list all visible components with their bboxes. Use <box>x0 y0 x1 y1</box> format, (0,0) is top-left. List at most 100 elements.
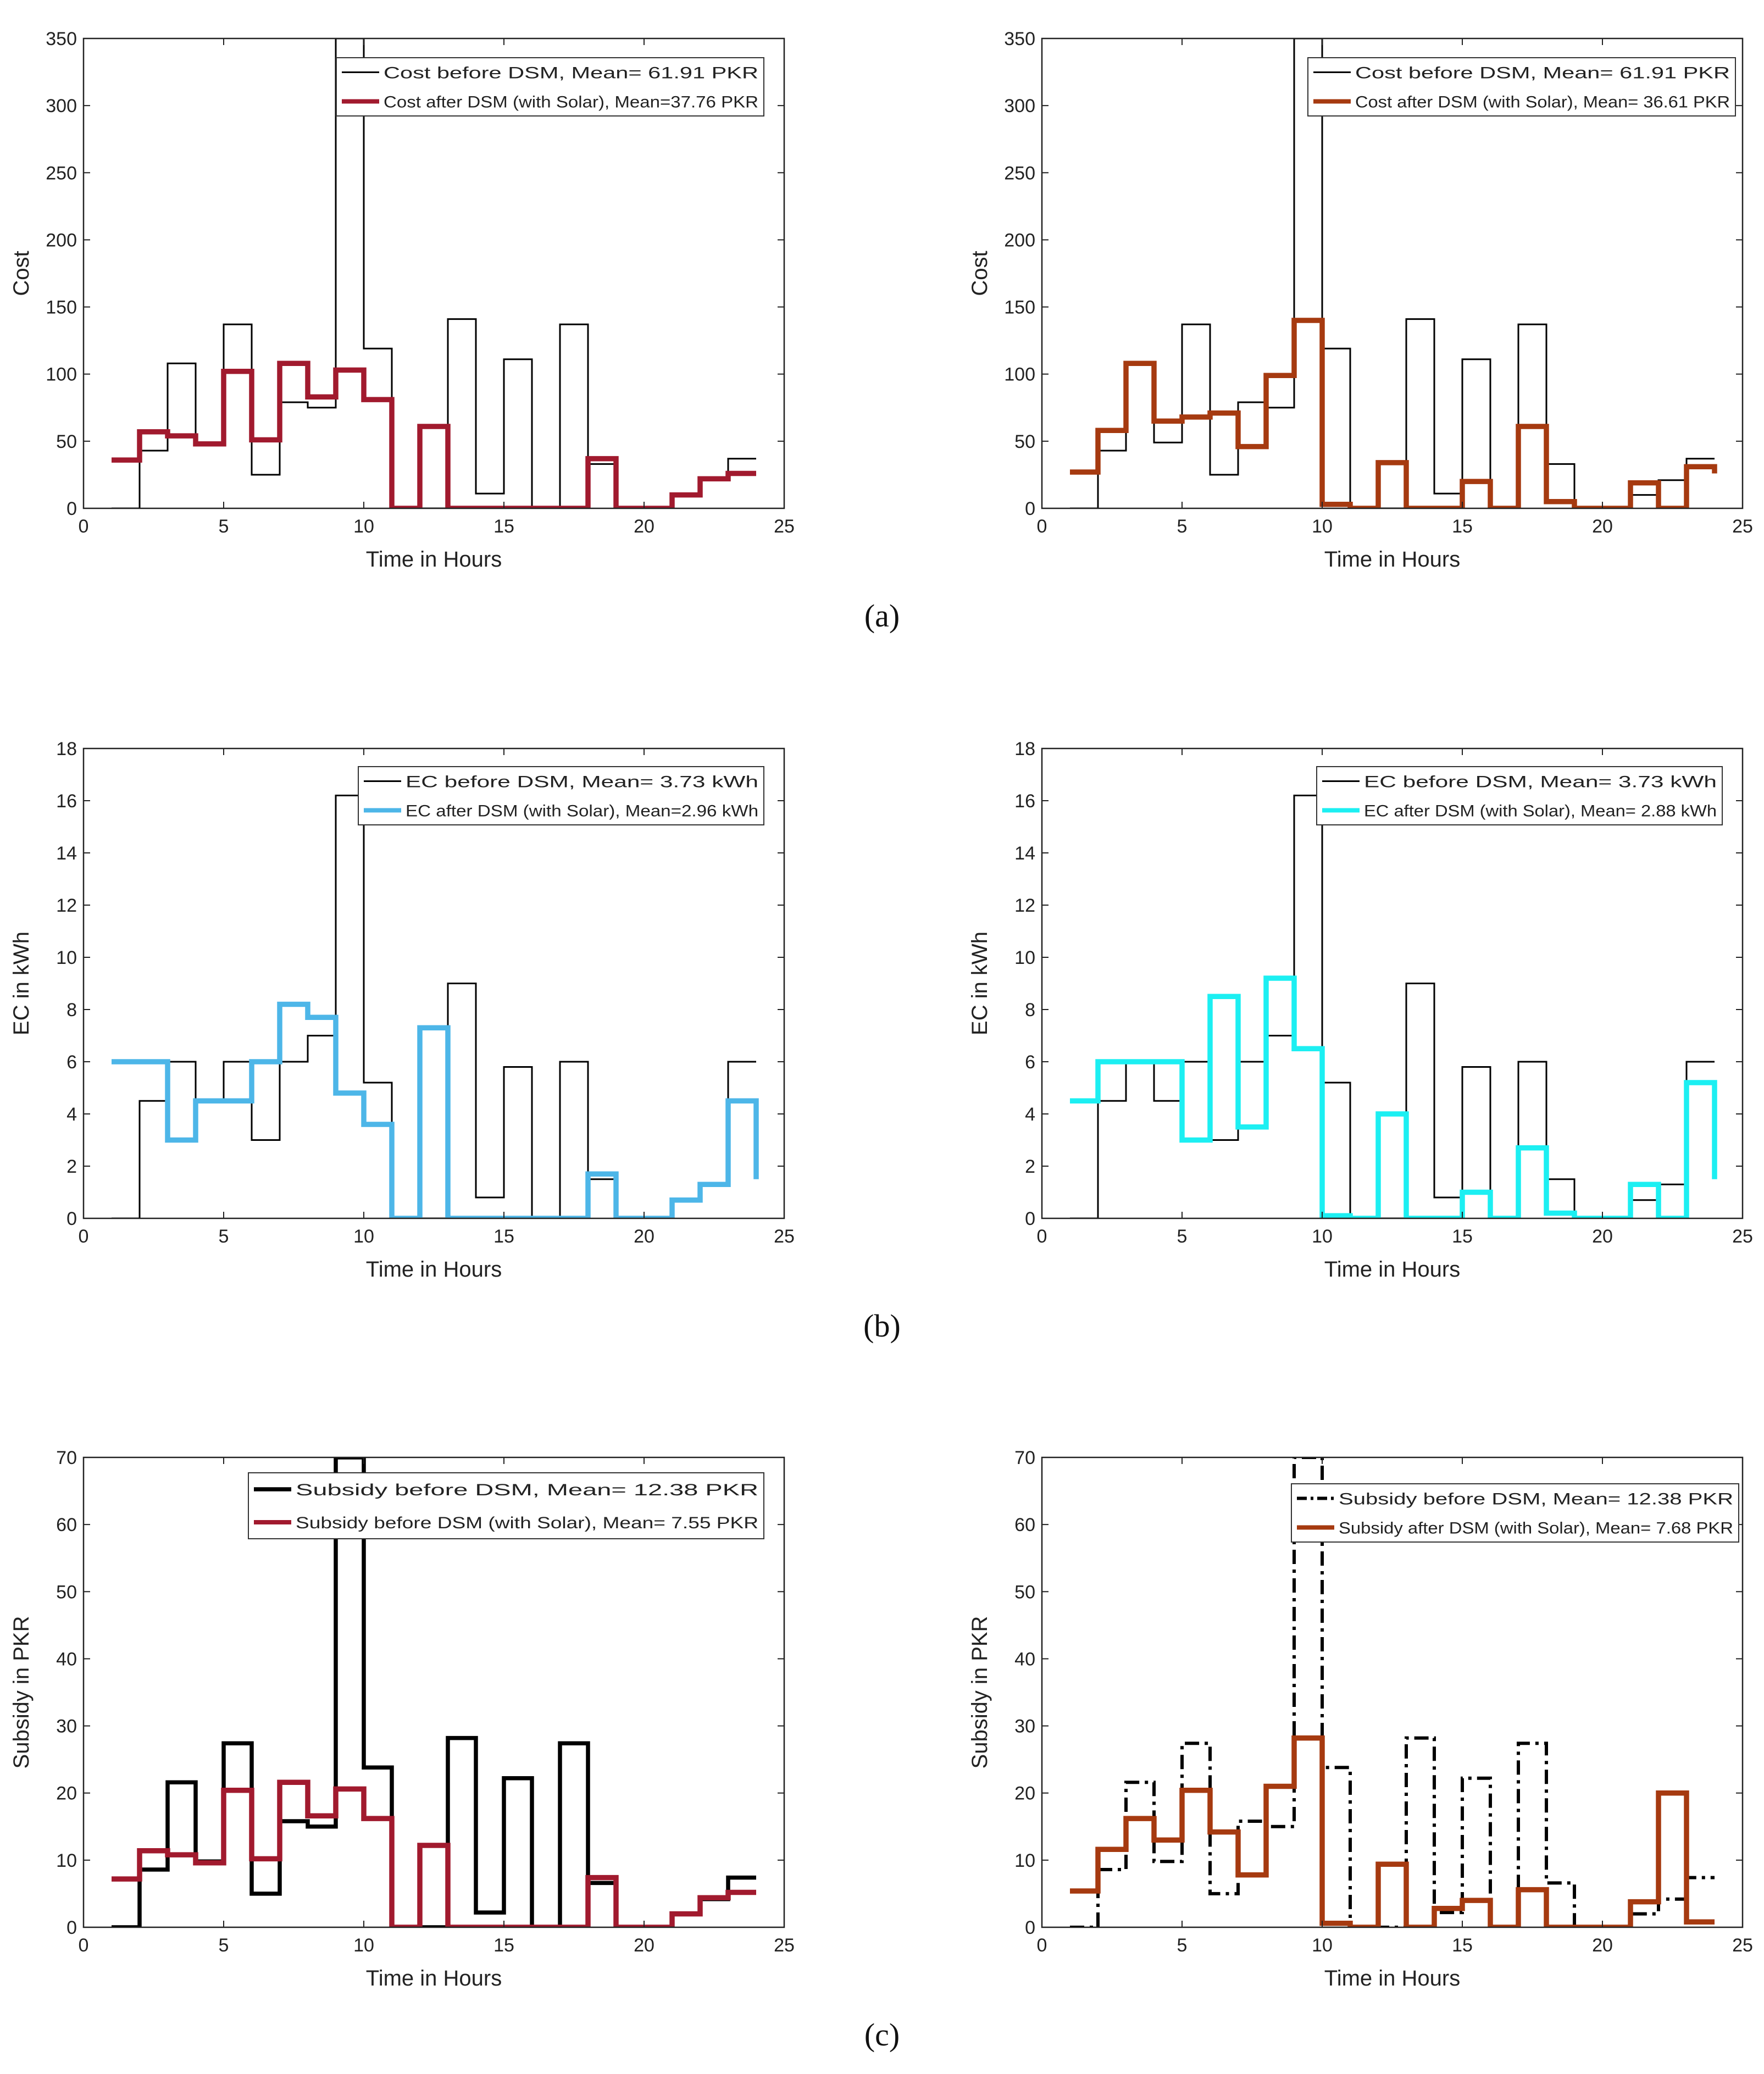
y-tick-label: 8 <box>1025 1000 1035 1021</box>
y-tick-label: 20 <box>1014 1783 1035 1804</box>
legend: Cost before DSM, Mean= 61.91 PKR Cost aft… <box>336 57 764 117</box>
legend: Subsidy before DSM, Mean= 12.38 PKR Subsi… <box>1291 1483 1739 1543</box>
x-tick-label: 5 <box>1177 516 1188 537</box>
axes-box <box>82 37 785 509</box>
legend-entry: Cost before DSM, Mean= 61.91 PKR <box>384 64 758 82</box>
x-tick-label: 0 <box>1037 1226 1047 1247</box>
y-tick-label: 50 <box>56 431 77 452</box>
y-tick-label: 14 <box>1014 843 1035 864</box>
legend-box <box>248 1472 764 1539</box>
y-tick-label: 12 <box>1014 895 1035 916</box>
y-tick-label: 100 <box>46 364 77 385</box>
y-tick-label: 150 <box>1004 297 1035 318</box>
legend: Cost before DSM, Mean= 61.91 PKR Cost aft… <box>1307 57 1736 117</box>
x-axis-label: Time in Hours <box>366 1257 502 1282</box>
y-tick-label: 70 <box>56 1448 77 1468</box>
legend-entry: Subsidy before DSM, Mean= 12.38 PKR <box>296 1481 758 1499</box>
y-tick-label: 20 <box>56 1783 77 1804</box>
y-tick-label: 350 <box>1004 29 1035 49</box>
y-tick-label: 4 <box>66 1104 77 1125</box>
x-tick-label: 20 <box>634 516 654 537</box>
x-tick-label: 5 <box>1177 1226 1188 1247</box>
y-tick-label: 60 <box>56 1515 77 1535</box>
y-tick-label: 10 <box>56 947 77 968</box>
legend-box <box>336 57 764 117</box>
legend: Subsidy before DSM, Mean= 12.38 PKR Subsi… <box>248 1472 764 1539</box>
y-tick-label: 40 <box>56 1649 77 1670</box>
x-tick-label: 5 <box>219 1935 229 1956</box>
x-tick-label: 10 <box>1312 1226 1333 1247</box>
chart-panel-3: 0 5 10 15 20 25 0 2 4 6 8 10 12 14 16 18 Time in Hours EC… <box>9 739 795 1282</box>
legend-entry: Cost before DSM, Mean= 61.91 PKR <box>1355 64 1730 82</box>
y-tick-label: 0 <box>1025 1917 1035 1938</box>
x-tick-label: 20 <box>1592 516 1613 537</box>
plot-area <box>1042 748 1743 1218</box>
y-tick-label: 16 <box>1014 791 1035 812</box>
legend-entry: Subsidy before DSM, Mean= 12.38 PKR <box>1339 1490 1733 1509</box>
series-line-after <box>1070 975 1717 1218</box>
y-tick-label: 16 <box>56 791 77 812</box>
y-tick-label: 350 <box>46 29 77 49</box>
x-tick-label: 15 <box>1452 516 1473 537</box>
y-tick-label: 30 <box>1014 1716 1035 1737</box>
y-axis-label: Cost <box>9 251 34 296</box>
x-axis-label: Time in Hours <box>366 547 502 572</box>
x-tick-label: 20 <box>1592 1935 1613 1956</box>
y-tick-label: 6 <box>1025 1052 1035 1073</box>
legend-entry: Subsidy before DSM (with Solar), Mean= 7… <box>296 1514 758 1532</box>
legend-entry: EC after DSM (with Solar), Mean= 2.88 kW… <box>1364 802 1717 820</box>
plot-area <box>84 38 784 508</box>
legend-entry: EC before DSM, Mean= 3.73 kWh <box>406 773 758 791</box>
x-axis-label: Time in Hours <box>1324 547 1460 572</box>
y-tick-label: 14 <box>56 843 77 864</box>
x-tick-label: 25 <box>1732 1226 1753 1247</box>
y-tick-label: 8 <box>66 1000 77 1021</box>
legend-entry: Cost after DSM (with Solar), Mean=37.76 … <box>384 93 758 112</box>
x-tick-label: 0 <box>79 516 89 537</box>
y-tick-label: 10 <box>56 1850 77 1871</box>
plot-area <box>84 748 784 1218</box>
chart-panel-5: 0 5 10 15 20 25 0 10 20 30 40 50 60 70 Time in Hours Su… <box>9 1448 795 1990</box>
x-tick-label: 25 <box>774 1935 795 1956</box>
y-tick-label: 10 <box>1014 1850 1035 1871</box>
y-axis-label: Subsidy in PKR <box>9 1616 34 1769</box>
y-tick-label: 0 <box>1025 498 1035 519</box>
x-tick-label: 15 <box>493 1935 514 1956</box>
x-tick-label: 25 <box>774 1226 795 1247</box>
y-tick-label: 250 <box>46 163 77 184</box>
y-tick-label: 50 <box>1014 1582 1035 1602</box>
y-tick-label: 300 <box>46 96 77 117</box>
series-line-after <box>112 1779 756 1927</box>
y-axis-label: Cost <box>968 251 992 296</box>
y-tick-label: 18 <box>1014 739 1035 759</box>
y-tick-label: 0 <box>66 1917 77 1938</box>
y-axis-label: Subsidy in PKR <box>968 1616 992 1769</box>
x-axis-label: Time in Hours <box>366 1966 502 1990</box>
x-tick-label: 20 <box>634 1935 654 1956</box>
y-tick-label: 30 <box>56 1716 77 1737</box>
y-tick-label: 10 <box>1014 947 1035 968</box>
series-line-after <box>112 1001 759 1218</box>
x-tick-label: 15 <box>493 516 514 537</box>
legend: EC before DSM, Mean= 3.73 kWh EC after DS… <box>358 766 764 825</box>
legend-entry: Cost after DSM (with Solar), Mean= 36.61… <box>1355 93 1730 112</box>
y-tick-label: 2 <box>1025 1156 1035 1177</box>
series-line-after <box>1070 318 1717 508</box>
series-line-after <box>1070 1735 1715 1927</box>
y-axis-label: EC in kWh <box>9 931 34 1035</box>
x-axis-label: Time in Hours <box>1324 1257 1460 1282</box>
x-axis-label: Time in Hours <box>1324 1966 1460 1990</box>
x-tick-label: 10 <box>353 516 374 537</box>
axes-box <box>1041 747 1744 1219</box>
axes-box <box>82 747 785 1219</box>
x-tick-label: 5 <box>219 516 229 537</box>
x-tick-label: 0 <box>1037 516 1047 537</box>
y-tick-label: 40 <box>1014 1649 1035 1670</box>
x-tick-label: 15 <box>1452 1226 1473 1247</box>
y-tick-label: 12 <box>56 895 77 916</box>
x-tick-label: 5 <box>219 1226 229 1247</box>
series-line-after <box>112 361 756 508</box>
legend-box <box>358 766 764 825</box>
legend-box <box>1291 1483 1739 1543</box>
